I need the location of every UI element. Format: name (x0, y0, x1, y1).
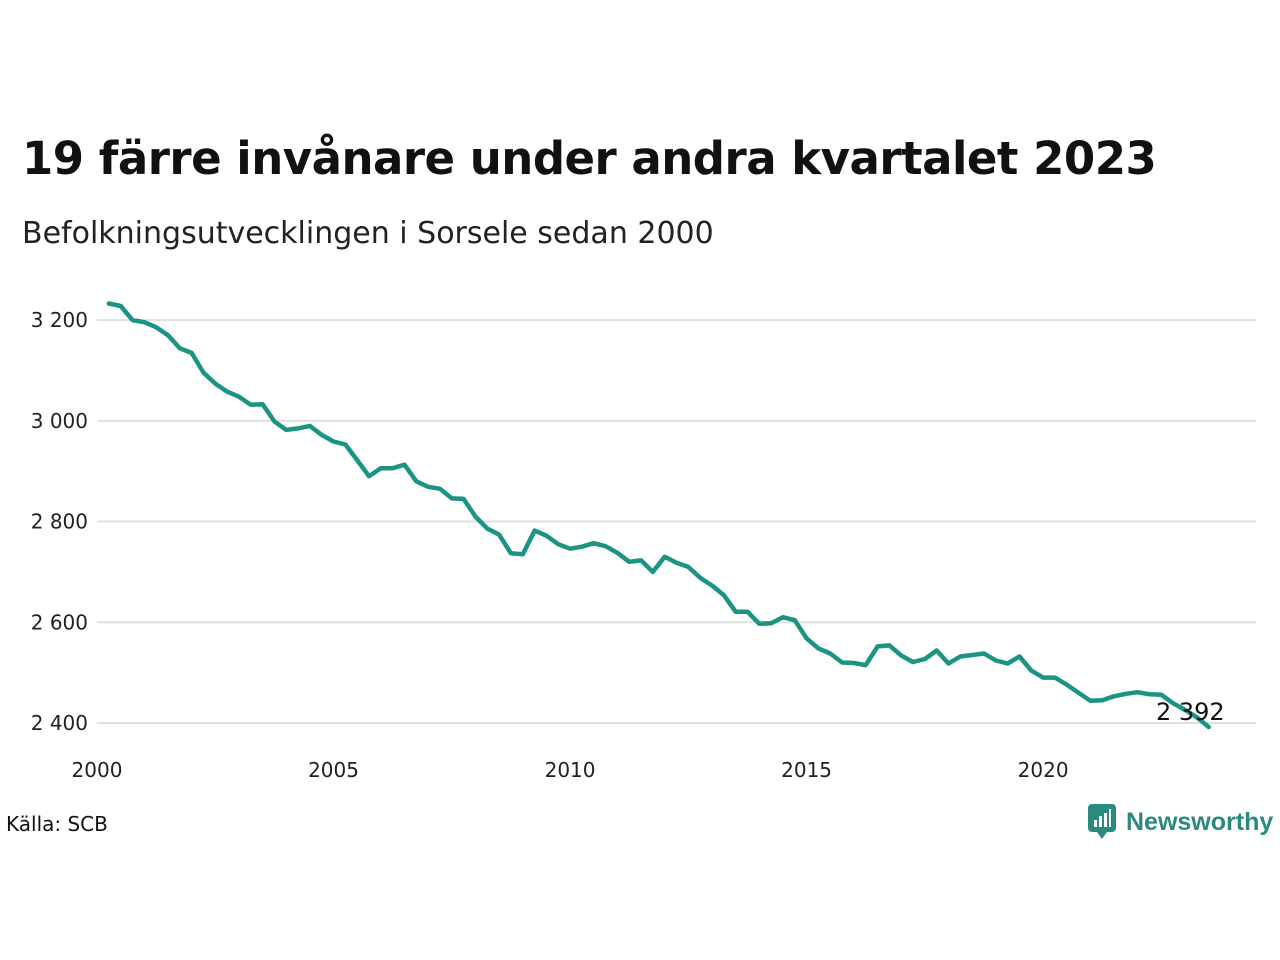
newsworthy-logo-icon (1088, 804, 1116, 839)
y-tick-label: 3 000 (31, 409, 88, 433)
y-tick-label: 2 600 (31, 610, 88, 634)
chart-title: 19 färre invånare under andra kvartalet … (22, 132, 1157, 185)
y-axis-tick-labels: 2 400 2 600 2 800 3 000 3 200 (31, 308, 88, 735)
grid-lines (97, 319, 1256, 724)
y-tick-label: 2 800 (31, 510, 88, 534)
x-tick-label: 2020 (1018, 758, 1069, 782)
annotation-layer: 2 392 (1156, 698, 1225, 726)
y-tick-label: 3 200 (31, 308, 88, 332)
x-tick-label: 2010 (545, 758, 596, 782)
x-tick-label: 2015 (781, 758, 832, 782)
brand-name: Newsworthy (1126, 807, 1274, 836)
x-axis-tick-labels: 2000 2005 2010 2015 2020 (72, 758, 1069, 782)
x-tick-label: 2005 (308, 758, 359, 782)
source-note: Källa: SCB (6, 812, 108, 836)
brand-logo[interactable]: Newsworthy (1088, 804, 1273, 840)
end-value-label: 2 392 (1156, 698, 1225, 726)
population-series-line (106, 301, 1211, 730)
chart-subtitle: Befolkningsutvecklingen i Sorsele sedan … (22, 216, 714, 251)
y-tick-label: 2 400 (31, 711, 88, 735)
series-layer (106, 301, 1211, 730)
x-tick-label: 2000 (72, 758, 123, 782)
